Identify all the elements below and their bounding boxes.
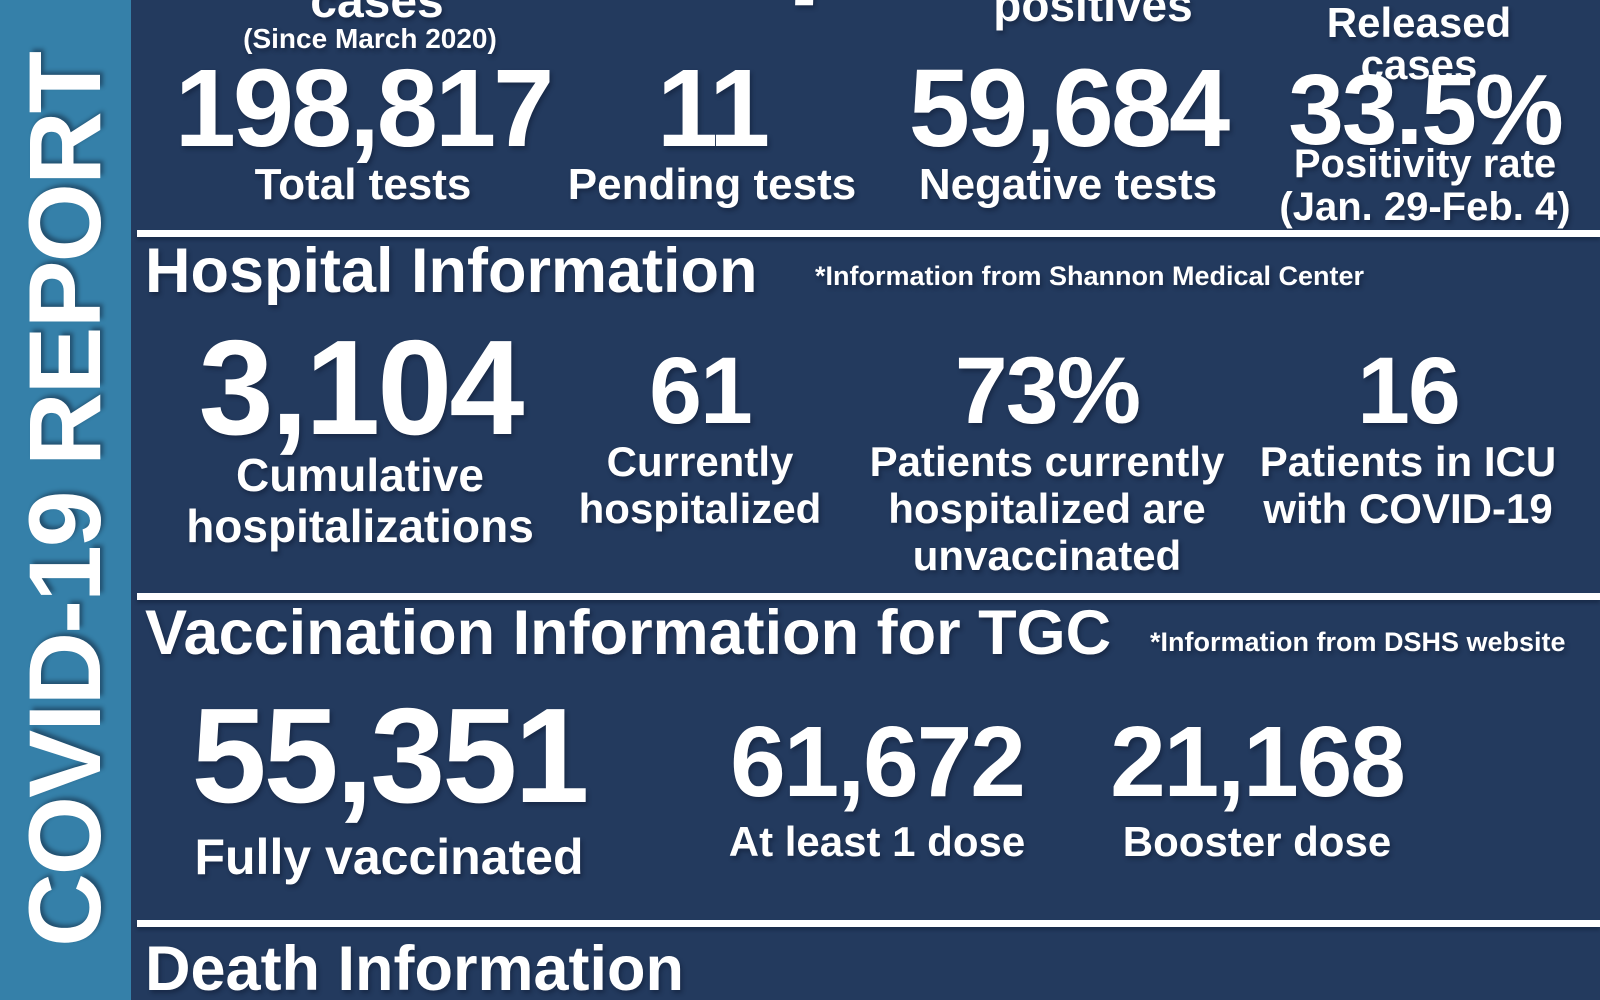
booster-dose-value: 21,168 xyxy=(1110,706,1406,818)
cumulative-hospitalizations-value: 3,104 xyxy=(198,312,525,463)
pending-tests-value: 11 xyxy=(656,47,770,170)
at-least-one-dose-label: At least 1 dose xyxy=(728,818,1026,865)
unvaccinated-percent-value: 73% xyxy=(954,338,1141,444)
hospital-section-title: Hospital Information xyxy=(145,236,758,306)
divider-hospital-vaccination xyxy=(137,593,1600,600)
hospital-section-note: *Information from Shannon Medical Center xyxy=(815,261,1365,291)
negative-tests-label: Negative tests xyxy=(918,160,1218,209)
cutoff-digit-fragment: 7 xyxy=(772,0,852,25)
icu-patients-value: 16 xyxy=(1357,338,1461,444)
booster-dose-label: Booster dose xyxy=(1122,818,1392,865)
currently-hospitalized-label: Currently hospitalized xyxy=(578,438,822,533)
vaccination-section-title: Vaccination Information for TGC xyxy=(145,598,1112,668)
icu-patients-label: Patients in ICU with COVID-19 xyxy=(1259,438,1557,533)
currently-hospitalized-value: 61 xyxy=(649,338,753,444)
fully-vaccinated-label: Fully vaccinated xyxy=(194,829,584,885)
sidebar: COVID-19 REPORT xyxy=(0,0,131,1000)
total-tests-value: 198,817 xyxy=(174,47,555,170)
pending-tests-label: Pending tests xyxy=(567,160,857,209)
divider-vaccination-death xyxy=(137,920,1600,927)
released-cases-label: Released cases xyxy=(1326,0,1512,88)
cases-partial-label: cases xyxy=(310,0,444,28)
total-tests-label: Total tests xyxy=(254,160,472,209)
since-march-label: (Since March 2020) xyxy=(243,23,497,54)
negative-tests-value: 59,684 xyxy=(908,47,1230,170)
unvaccinated-percent-label: Patients currently hospitalized are unva… xyxy=(869,438,1225,580)
positivity-rate-label: Positivity rate xyxy=(1293,142,1557,186)
positivity-rate-value: 33.5% xyxy=(1288,54,1564,166)
cumulative-hospitalizations-label: Cumulative hospitalizations xyxy=(186,449,534,552)
positivity-rate-dates: (Jan. 29-Feb. 4) xyxy=(1279,185,1571,229)
divider-testing-hospital xyxy=(137,230,1600,237)
fully-vaccinated-value: 55,351 xyxy=(191,680,590,831)
death-section-title: Death Information xyxy=(145,934,685,1000)
at-least-one-dose-value: 61,672 xyxy=(730,706,1026,818)
vaccination-section-note: *Information from DSHS website xyxy=(1150,627,1566,657)
positives-partial-label: positives xyxy=(993,0,1193,31)
report-vertical-title: COVID-19 REPORT xyxy=(8,53,122,947)
